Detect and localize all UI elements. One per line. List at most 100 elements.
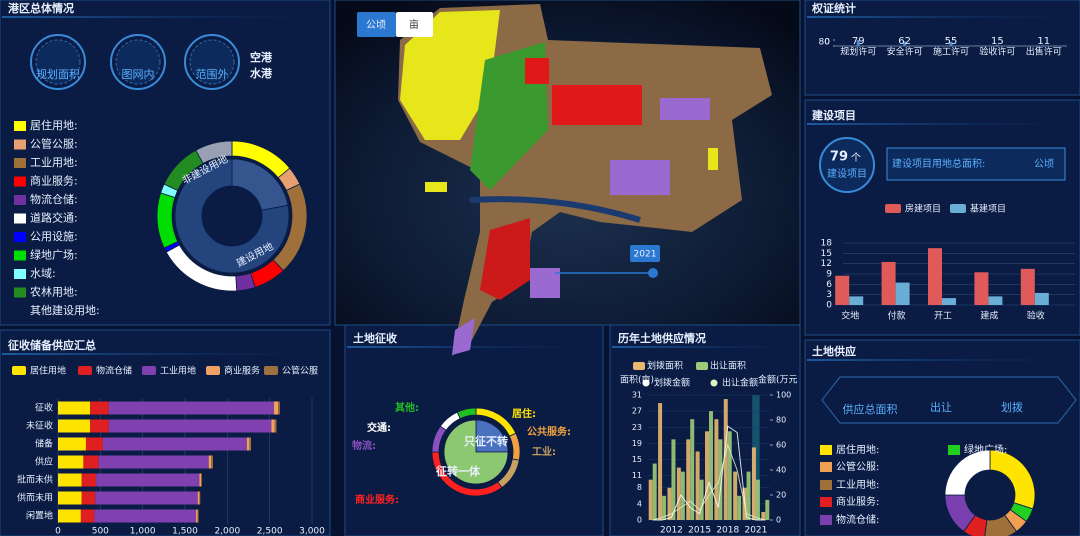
area-label: 建设项目用地总面积: [892, 157, 985, 170]
bar [733, 471, 738, 520]
legend-label: 其他建设用地: [30, 303, 100, 317]
bar [949, 41, 953, 46]
legend-label: 商业服务 [224, 365, 260, 377]
bar [652, 463, 657, 520]
bar [761, 511, 766, 520]
legend-swatch [642, 379, 650, 387]
legend-swatch [710, 379, 718, 387]
legend-label: 公用设施: [30, 230, 78, 243]
legend-swatch [12, 366, 26, 375]
port-label: 水港 [250, 66, 273, 80]
bar-segment [96, 473, 200, 487]
metric-ring [184, 34, 240, 90]
bar [714, 419, 719, 520]
bar [995, 44, 999, 46]
bar-segment [208, 455, 212, 469]
y-tick-label: 19 [632, 439, 642, 448]
bar [903, 41, 907, 46]
legend-swatch [820, 462, 832, 472]
bar [718, 439, 723, 520]
y2-tick-label: 40 [776, 466, 786, 475]
bar-segment [278, 401, 280, 415]
bar [746, 471, 751, 520]
segment-label: 交通: [367, 421, 391, 434]
legend-label: 道路交通: [30, 211, 78, 225]
line [652, 425, 766, 521]
y-tick-label: 闲置地 [26, 510, 53, 522]
donut-segment [443, 419, 509, 485]
x-tick-label: 验收 [1027, 310, 1045, 322]
bar-segment [58, 419, 91, 433]
segment-label: 其他: [395, 401, 419, 414]
metric-ring [35, 39, 81, 85]
title-underline [807, 123, 1077, 125]
legend-swatch [633, 362, 645, 370]
bar [676, 467, 681, 520]
title-underline [612, 346, 797, 348]
legend-swatch [14, 232, 26, 242]
y-tick-label: 征收 [35, 402, 53, 414]
y-tick-label: 12 [821, 259, 832, 269]
bar-segment [90, 419, 109, 433]
bar [690, 419, 695, 520]
legend-swatch [206, 366, 220, 375]
area-unit: 公顷 [1034, 158, 1054, 170]
supply-button[interactable]: 划拨 [1001, 400, 1023, 414]
y2-tick-label: 0 [776, 516, 781, 525]
x-tick-label: 2021 [744, 526, 767, 536]
legend-label: 商业服务: [836, 495, 879, 508]
unit-button[interactable] [357, 12, 396, 37]
donut-segment [984, 514, 1018, 536]
y-tick-label: 15 [632, 455, 642, 464]
y2-tick-label: 60 [776, 441, 786, 450]
bar [835, 275, 850, 305]
legend-swatch [696, 362, 708, 370]
legend-swatch [14, 176, 26, 187]
panel-title: 港区总体情况 [8, 1, 74, 15]
panel [0, 329, 331, 536]
metric-label: 范围外 [196, 67, 229, 81]
legend-label: 出让金额 [722, 377, 758, 389]
bar-segment [85, 437, 103, 451]
legend-swatch [14, 213, 26, 224]
legend-label: 工业用地 [160, 365, 196, 377]
bar-segment [197, 509, 199, 523]
legend-swatch [820, 445, 832, 455]
y2-tick-label: 20 [776, 491, 786, 500]
timeline-year: 2021 [634, 250, 657, 260]
legend-swatch [14, 195, 26, 205]
panel-title: 土地征收 [353, 331, 397, 345]
donut-segment [475, 419, 509, 453]
bar [942, 298, 956, 305]
metric-label: 图网内 [122, 67, 155, 81]
panel-title: 建设项目 [812, 108, 856, 122]
donut-segment [174, 158, 290, 274]
y-tick-label: 0 [637, 516, 642, 525]
unit-button[interactable] [396, 12, 433, 37]
bar [1042, 45, 1046, 46]
axis-title: 金额(万元 [758, 374, 798, 386]
legend-swatch [14, 121, 26, 131]
timeline-handle[interactable] [648, 268, 658, 278]
x-tick-label: 1,500 [172, 527, 198, 536]
bar-segment [58, 401, 91, 415]
legend-label: 公管公服 [282, 365, 318, 377]
y-tick-label: 11 [632, 471, 642, 480]
bar-segment [81, 491, 96, 505]
y-tick-label: 0 [826, 301, 832, 311]
supply-button[interactable]: 出让 [930, 400, 952, 414]
bar [699, 479, 704, 520]
port-label: 空港 [250, 50, 273, 64]
unit-label: 公顷 [366, 19, 386, 31]
bar [1020, 268, 1035, 305]
pie-label: 征转一体 [436, 464, 481, 478]
supply-button[interactable]: 供应总面积 [843, 402, 898, 416]
x-tick-label: 验收许可 [979, 46, 1015, 58]
x-tick-label: 2018 [716, 526, 739, 536]
bar-segment [108, 419, 272, 433]
count-label: 建设项目 [827, 167, 867, 180]
x-tick-label: 2015 [688, 526, 711, 536]
donut-segment [944, 449, 991, 496]
unit-label: 亩 [409, 18, 419, 31]
segment-label: 公共服务: [527, 425, 571, 438]
